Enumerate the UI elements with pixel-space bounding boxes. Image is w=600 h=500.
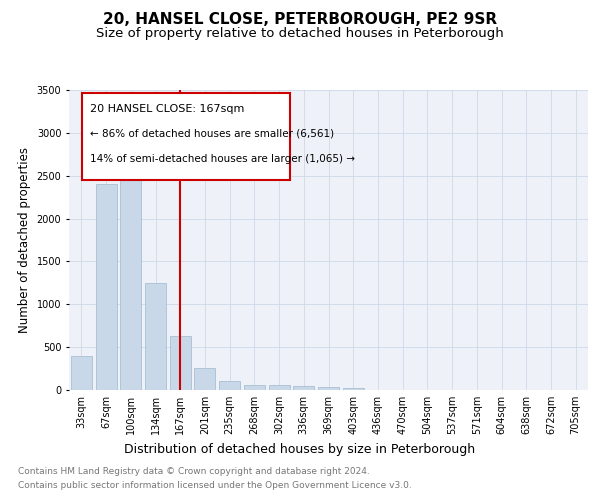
Text: 20, HANSEL CLOSE, PETERBOROUGH, PE2 9SR: 20, HANSEL CLOSE, PETERBOROUGH, PE2 9SR	[103, 12, 497, 28]
Text: Contains HM Land Registry data © Crown copyright and database right 2024.: Contains HM Land Registry data © Crown c…	[18, 468, 370, 476]
Bar	[120, 167, 141, 390]
Bar	[170, 336, 191, 390]
Text: ← 86% of detached houses are smaller (6,561): ← 86% of detached houses are smaller (6,…	[90, 129, 334, 139]
Text: 14% of semi-detached houses are larger (1,065) →: 14% of semi-detached houses are larger (…	[90, 154, 355, 164]
Bar	[71, 356, 92, 390]
Bar	[244, 385, 265, 390]
Bar	[293, 386, 314, 390]
Bar	[219, 380, 240, 390]
FancyBboxPatch shape	[82, 93, 290, 180]
Bar	[269, 386, 290, 390]
Bar	[95, 184, 116, 390]
Bar	[343, 388, 364, 390]
Text: Contains public sector information licensed under the Open Government Licence v3: Contains public sector information licen…	[18, 481, 412, 490]
Text: Distribution of detached houses by size in Peterborough: Distribution of detached houses by size …	[124, 442, 476, 456]
Bar	[145, 283, 166, 390]
Text: Size of property relative to detached houses in Peterborough: Size of property relative to detached ho…	[96, 28, 504, 40]
Y-axis label: Number of detached properties: Number of detached properties	[18, 147, 31, 333]
Bar	[318, 388, 339, 390]
Text: 20 HANSEL CLOSE: 167sqm: 20 HANSEL CLOSE: 167sqm	[90, 104, 244, 114]
Bar	[194, 368, 215, 390]
